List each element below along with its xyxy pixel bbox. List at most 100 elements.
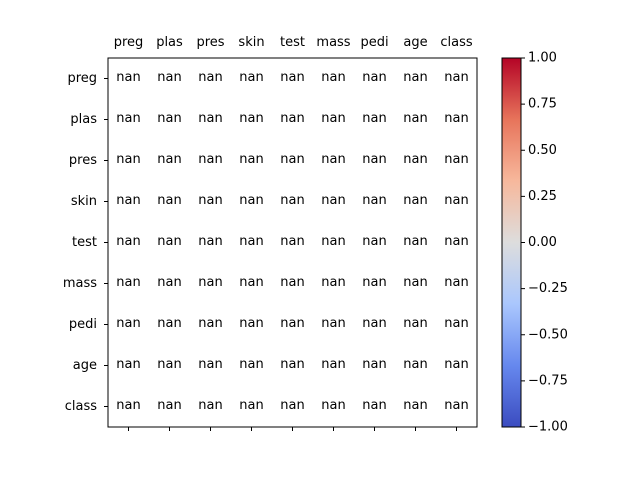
x-tick-label: class	[440, 35, 472, 50]
x-tick-label: test	[280, 35, 305, 50]
heatmap-cell-value: nan	[198, 152, 222, 167]
heatmap-cell-value: nan	[362, 275, 386, 290]
heatmap-cell-value: nan	[362, 357, 386, 372]
heatmap-cell-value: nan	[198, 111, 222, 126]
y-tick-labels: preg plas pres skin test mass pedi age class	[63, 71, 97, 414]
y-tick-label: pres	[69, 153, 97, 168]
heatmap-cell-value: nan	[280, 70, 304, 85]
heatmap-cell-value: nan	[198, 234, 222, 249]
y-tick-label: test	[72, 235, 97, 250]
x-tick-label: preg	[114, 35, 144, 50]
y-tick-label: preg	[67, 71, 97, 86]
colorbar-tick-label: 1.00	[528, 51, 557, 66]
heatmap-cell-value: nan	[362, 398, 386, 413]
heatmap-cell-value: nan	[362, 111, 386, 126]
heatmap-cell-value: nan	[116, 152, 140, 167]
x-tick-label: plas	[156, 35, 183, 50]
x-tick-label: skin	[238, 35, 264, 50]
colorbar-tick-label: 0.25	[528, 189, 557, 204]
colorbar-tick-label: −0.75	[528, 373, 568, 388]
heatmap-cell-value: nan	[157, 152, 181, 167]
y-tick-label: age	[73, 358, 97, 373]
heatmap-cell-value: nan	[116, 193, 140, 208]
heatmap-cell-value: nan	[239, 234, 263, 249]
colorbar-gradient	[501, 57, 522, 428]
heatmap-cell-value: nan	[403, 316, 427, 331]
heatmap-cell-value: nan	[321, 111, 345, 126]
heatmap-cell-value: nan	[403, 234, 427, 249]
heatmap-cell-value: nan	[444, 234, 468, 249]
heatmap-cell-value: nan	[362, 316, 386, 331]
heatmap-cell-value: nan	[157, 316, 181, 331]
heatmap-cell-value: nan	[362, 70, 386, 85]
heatmap-cell-value: nan	[280, 111, 304, 126]
heatmap-cell-value: nan	[403, 357, 427, 372]
heatmap-cell-value: nan	[239, 70, 263, 85]
heatmap-cell-value: nan	[280, 193, 304, 208]
heatmap-cell-value: nan	[157, 111, 181, 126]
y-tick-label: plas	[70, 112, 97, 127]
heatmap-cell-value: nan	[321, 234, 345, 249]
heatmap-cell-value: nan	[403, 70, 427, 85]
y-tick-label: mass	[63, 276, 97, 291]
x-tick-label: pedi	[360, 35, 388, 50]
heatmap-cell-value: nan	[321, 152, 345, 167]
heatmap-cell-value: nan	[116, 357, 140, 372]
heatmap-cell-value: nan	[321, 398, 345, 413]
heatmap-cell-value: nan	[362, 193, 386, 208]
y-tick-label: class	[65, 399, 97, 414]
heatmap-cell-value: nan	[157, 357, 181, 372]
heatmap-cell-value: nan	[444, 357, 468, 372]
colorbar-ticks: 1.00 0.75 0.50 0.25 0.00 −0.25 −0.50 −0.75 −1.00	[521, 51, 568, 435]
heatmap-cell-value: nan	[321, 357, 345, 372]
heatmap-cell-value: nan	[116, 275, 140, 290]
heatmap-cell-value: nan	[444, 70, 468, 85]
heatmap-cell-value: nan	[116, 316, 140, 331]
heatmap-cell-value: nan	[321, 275, 345, 290]
x-tick-label: mass	[316, 35, 350, 50]
heatmap-cell-value: nan	[321, 316, 345, 331]
heatmap-plot-area: preg plas pres skin test mass pedi age class pre…	[63, 35, 478, 431]
colorbar-tick-label: −0.50	[528, 327, 568, 342]
y-tick-marks	[104, 78, 108, 407]
heatmap-cell-value: nan	[403, 193, 427, 208]
heatmap-cell-value: nan	[444, 111, 468, 126]
heatmap-cell-value: nan	[116, 70, 140, 85]
colorbar-tick-label: −1.00	[528, 420, 568, 435]
heatmap-cell-value: nan	[157, 70, 181, 85]
heatmap-cell-value: nan	[444, 275, 468, 290]
heatmap-cell-value: nan	[239, 152, 263, 167]
colorbar-tick-label: 0.50	[528, 143, 557, 158]
colorbar-tick-label: 0.75	[528, 97, 557, 112]
colorbar-tick-label: 0.00	[528, 235, 557, 250]
x-tick-labels: preg plas pres skin test mass pedi age class	[114, 35, 473, 50]
heatmap-cell-value: nan	[198, 357, 222, 372]
x-tick-label: age	[403, 35, 427, 50]
heatmap-cell-value: nan	[403, 152, 427, 167]
heatmap-cell-value: nan	[403, 275, 427, 290]
heatmap-cell-value: nan	[239, 398, 263, 413]
heatmap-cell-value: nan	[321, 193, 345, 208]
heatmap-cell-value: nan	[280, 357, 304, 372]
heatmap-cell-value: nan	[444, 193, 468, 208]
heatmap-cell-value: nan	[444, 398, 468, 413]
x-tick-marks	[128, 427, 457, 431]
heatmap-cell-value: nan	[116, 111, 140, 126]
heatmap-cell-value: nan	[321, 70, 345, 85]
heatmap-cell-value: nan	[280, 152, 304, 167]
y-tick-label: skin	[71, 194, 97, 209]
heatmap-cell-value: nan	[239, 193, 263, 208]
heatmap-cell-value: nan	[116, 398, 140, 413]
heatmap-cell-value: nan	[239, 275, 263, 290]
heatmap-cell-value: nan	[362, 152, 386, 167]
heatmap-cell-value: nan	[157, 234, 181, 249]
heatmap-cell-value: nan	[444, 152, 468, 167]
heatmap-cells: nan nan nan nan nan nan nan nan nan nan nan nan nan n…	[116, 70, 468, 413]
heatmap-cell-value: nan	[280, 316, 304, 331]
heatmap-cell-value: nan	[403, 111, 427, 126]
heatmap-cell-value: nan	[280, 275, 304, 290]
heatmap-cell-value: nan	[280, 234, 304, 249]
heatmap-cell-value: nan	[157, 275, 181, 290]
heatmap-cell-value: nan	[198, 193, 222, 208]
